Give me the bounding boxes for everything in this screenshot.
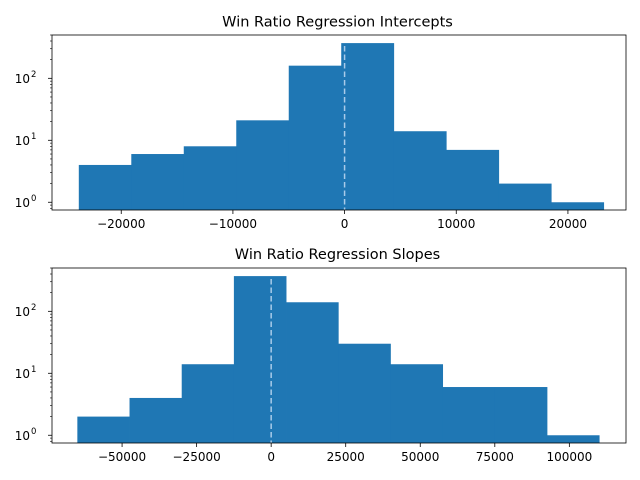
plot-area bbox=[77, 276, 600, 443]
histogram-bar bbox=[338, 343, 391, 443]
histogram-bar bbox=[442, 387, 496, 443]
histogram-bar bbox=[288, 65, 342, 210]
y-tick-label: 10 bbox=[15, 134, 30, 148]
x-tick-label: −20000 bbox=[97, 217, 145, 231]
chart-intercepts: Win Ratio Regression Intercepts −20000 −1… bbox=[15, 15, 627, 231]
histogram-bar bbox=[183, 146, 237, 210]
x-tick-label: −10000 bbox=[209, 217, 257, 231]
histogram-bar bbox=[393, 131, 447, 210]
x-tick-label: −50000 bbox=[98, 450, 146, 464]
x-axis: −20000 −10000 0 10000 20000 bbox=[97, 210, 587, 231]
chart-title: Win Ratio Regression Intercepts bbox=[222, 15, 453, 31]
x-tick-label: 50000 bbox=[401, 450, 439, 464]
y-tick-label: 10 bbox=[15, 72, 30, 86]
axes-frame bbox=[51, 267, 627, 444]
histogram-bar bbox=[233, 276, 287, 443]
x-tick-label: 0 bbox=[341, 217, 349, 231]
chart-slopes: Win Ratio Regression Slopes −50000 −25000… bbox=[15, 247, 627, 464]
histogram-bar bbox=[551, 202, 605, 210]
axes-border bbox=[51, 34, 627, 211]
y-tick-exponent: 0 bbox=[31, 194, 36, 204]
histogram-bar bbox=[498, 183, 552, 210]
x-tick-label: 25000 bbox=[327, 450, 365, 464]
axes-border bbox=[51, 267, 627, 444]
histogram-bar bbox=[77, 416, 130, 443]
x-tick-label: 20000 bbox=[549, 217, 587, 231]
y-tick-label: 10 bbox=[15, 429, 30, 443]
x-tick-label: 100000 bbox=[546, 450, 592, 464]
x-tick-label: 75000 bbox=[476, 450, 514, 464]
histogram-bar bbox=[286, 302, 339, 443]
histogram-bar bbox=[494, 387, 548, 443]
y-tick-exponent: 1 bbox=[31, 365, 36, 375]
y-tick-exponent: 2 bbox=[31, 303, 36, 313]
y-tick-exponent: 1 bbox=[31, 132, 36, 142]
y-tick-label: 10 bbox=[15, 305, 30, 319]
y-tick-label: 10 bbox=[15, 367, 30, 381]
axes-frame bbox=[51, 34, 627, 211]
histogram-bar bbox=[129, 397, 183, 443]
histogram-bar bbox=[78, 164, 132, 210]
y-tick-exponent: 0 bbox=[31, 427, 36, 437]
histogram-bar bbox=[341, 43, 395, 210]
histogram-bar bbox=[446, 149, 500, 210]
histogram-bar bbox=[131, 154, 185, 210]
x-tick-label: −25000 bbox=[173, 450, 221, 464]
y-tick-exponent: 2 bbox=[31, 70, 36, 80]
histogram-bar bbox=[181, 364, 235, 443]
chart-title: Win Ratio Regression Slopes bbox=[235, 247, 440, 263]
histogram-bar bbox=[390, 364, 444, 443]
histogram-bar bbox=[546, 435, 600, 443]
histogram-bar bbox=[236, 120, 290, 210]
x-tick-label: 0 bbox=[267, 450, 275, 464]
plot-area bbox=[78, 43, 605, 210]
y-tick-label: 10 bbox=[15, 196, 30, 210]
x-tick-label: 10000 bbox=[437, 217, 475, 231]
x-axis: −50000 −25000 0 25000 50000 75000 100000 bbox=[98, 443, 592, 464]
